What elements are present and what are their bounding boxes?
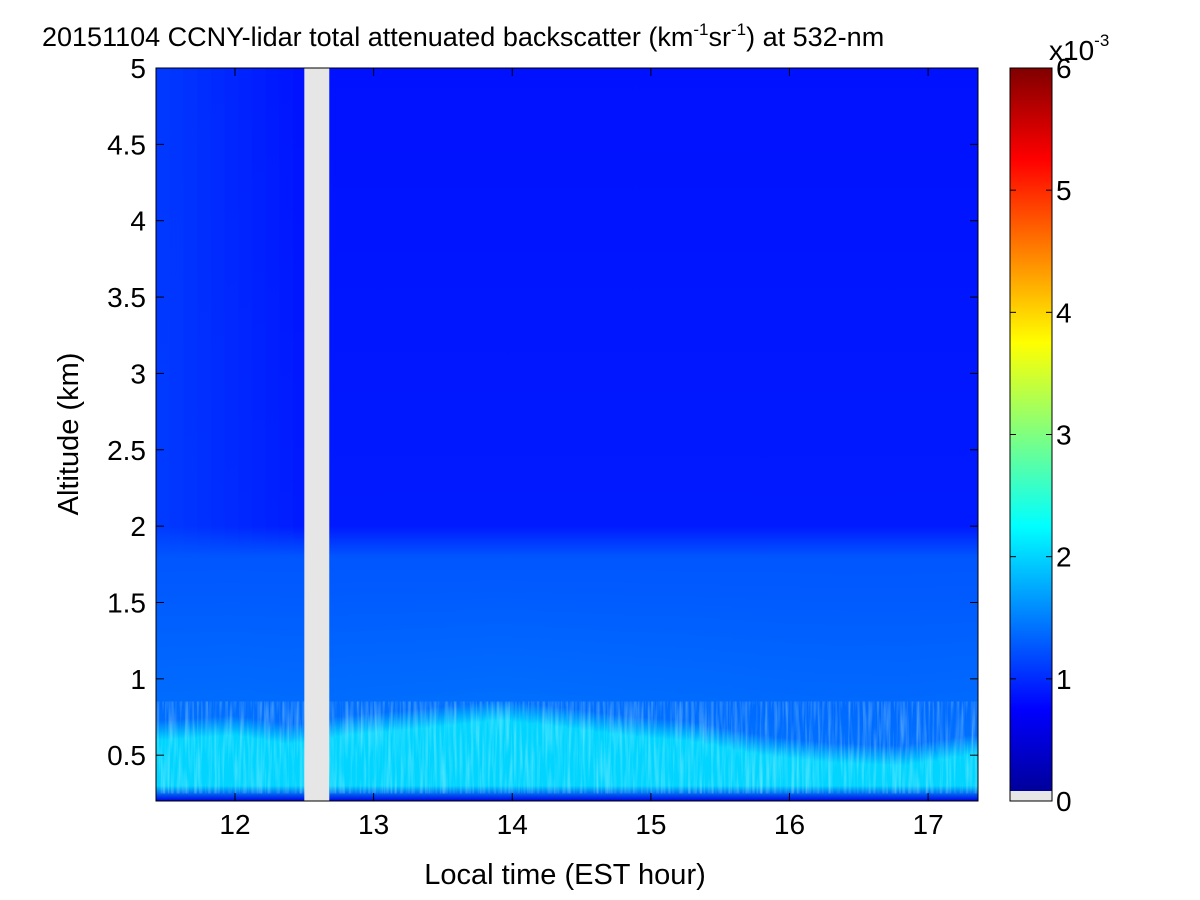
plot-axes-frame	[155, 67, 979, 802]
heatmap-column	[210, 68, 226, 801]
heatmap-column	[525, 68, 541, 801]
x-tick-label: 15	[635, 809, 666, 840]
chart-title: 20151104 CCNY-lidar total attenuated bac…	[42, 20, 884, 52]
colorbar-tick-label: 5	[1056, 175, 1072, 206]
heatmap-column	[416, 68, 431, 801]
heatmap-column	[169, 68, 184, 801]
heatmap-column	[745, 68, 760, 801]
colorbar-tick-label: 1	[1056, 664, 1072, 695]
heatmap-column	[909, 68, 924, 801]
y-tick-label: 2.5	[107, 435, 146, 466]
x-axis-ticks: 12 13 14 15 16 17	[219, 68, 944, 840]
y-tick-label: 1.5	[107, 587, 146, 618]
heatmap-column	[347, 68, 363, 801]
heatmap-column	[786, 68, 801, 801]
y-axis-label: Altitude (km)	[53, 353, 85, 516]
heatmap-column	[964, 68, 978, 801]
colorbar-tick-label: 3	[1056, 420, 1072, 451]
heatmap-column	[608, 68, 623, 801]
heatmap-column	[868, 68, 883, 801]
heatmap-column	[279, 68, 294, 801]
heatmap-column	[238, 68, 253, 801]
heatmap-column	[923, 68, 938, 801]
heatmap-column	[621, 68, 637, 801]
heatmap-column	[334, 68, 349, 801]
heatmap-column	[635, 68, 650, 801]
heatmap-column	[471, 68, 486, 801]
heatmap-column	[251, 68, 267, 801]
heatmap-column	[676, 68, 691, 801]
heatmap-column	[882, 68, 897, 801]
colorbar-ticks: 0 1 2 3 4 5 6	[1010, 53, 1072, 817]
heatmap-column	[498, 68, 513, 801]
heatmap-column	[197, 68, 212, 801]
colorbar	[1010, 68, 1052, 801]
heatmap-column	[539, 68, 554, 801]
heatmap-column	[388, 68, 404, 801]
colorbar-tick-label: 4	[1056, 297, 1072, 328]
backscatter-heatmap	[156, 68, 978, 801]
heatmap-column	[690, 68, 705, 801]
heatmap-column	[512, 68, 527, 801]
y-axis-ticks: 0.5 1 1.5 2 2.5 3 3.5 4 4.5 5	[107, 53, 978, 771]
heatmap-column	[895, 68, 911, 801]
heatmap-column	[936, 68, 952, 801]
heatmap-column	[265, 68, 280, 801]
heatmap-column	[662, 68, 678, 801]
heatmap-column	[704, 68, 719, 801]
boundary-layer-texture	[156, 701, 978, 794]
heatmap-column	[731, 68, 746, 801]
heatmap-column	[375, 68, 390, 801]
heatmap-column	[827, 68, 842, 801]
heatmap-column	[772, 68, 787, 801]
heatmap-column	[183, 68, 198, 801]
heatmap-column	[402, 68, 417, 801]
y-tick-label: 1	[130, 664, 146, 695]
heatmap-column	[293, 68, 308, 801]
x-tick-label: 16	[774, 809, 805, 840]
y-tick-label: 3.5	[107, 282, 146, 313]
colorbar-missing-swatch	[1010, 791, 1052, 801]
heatmap-column	[457, 68, 472, 801]
colorbar-multiplier: x10-3	[1049, 31, 1109, 66]
heatmap-column	[484, 68, 500, 801]
heatmap-column	[443, 68, 458, 801]
y-tick-label: 0.5	[107, 740, 146, 771]
heatmap-column	[594, 68, 609, 801]
x-tick-label: 17	[913, 809, 944, 840]
y-tick-label: 5	[130, 53, 146, 84]
heatmap-column	[156, 68, 171, 801]
y-tick-label: 4.5	[107, 129, 146, 160]
x-tick-label: 13	[358, 809, 389, 840]
heatmap-column	[717, 68, 732, 801]
heatmap-column	[841, 68, 856, 801]
y-tick-label: 3	[130, 358, 146, 389]
y-tick-label: 2	[130, 511, 146, 542]
colorbar-tick-label: 6	[1056, 53, 1072, 84]
x-tick-label: 14	[497, 809, 528, 840]
heatmap-column	[854, 68, 869, 801]
colorbar-tick-label: 0	[1056, 786, 1072, 817]
heatmap-column	[799, 68, 815, 801]
heatmap-column	[430, 68, 445, 801]
colorbar-tick-label: 2	[1056, 542, 1072, 573]
heatmap-column	[813, 68, 828, 801]
x-tick-label: 12	[219, 809, 250, 840]
heatmap-column	[553, 68, 568, 801]
missing-data-gap	[304, 68, 330, 801]
heatmap-column	[224, 68, 239, 801]
heatmap-column	[567, 68, 582, 801]
y-tick-label: 4	[130, 206, 146, 237]
heatmap-column	[580, 68, 595, 801]
heatmap-column	[649, 68, 664, 801]
heatmap-column	[950, 68, 965, 801]
x-axis-label: Local time (EST hour)	[424, 859, 706, 891]
heatmap-column	[758, 68, 774, 801]
heatmap-column	[361, 68, 376, 801]
